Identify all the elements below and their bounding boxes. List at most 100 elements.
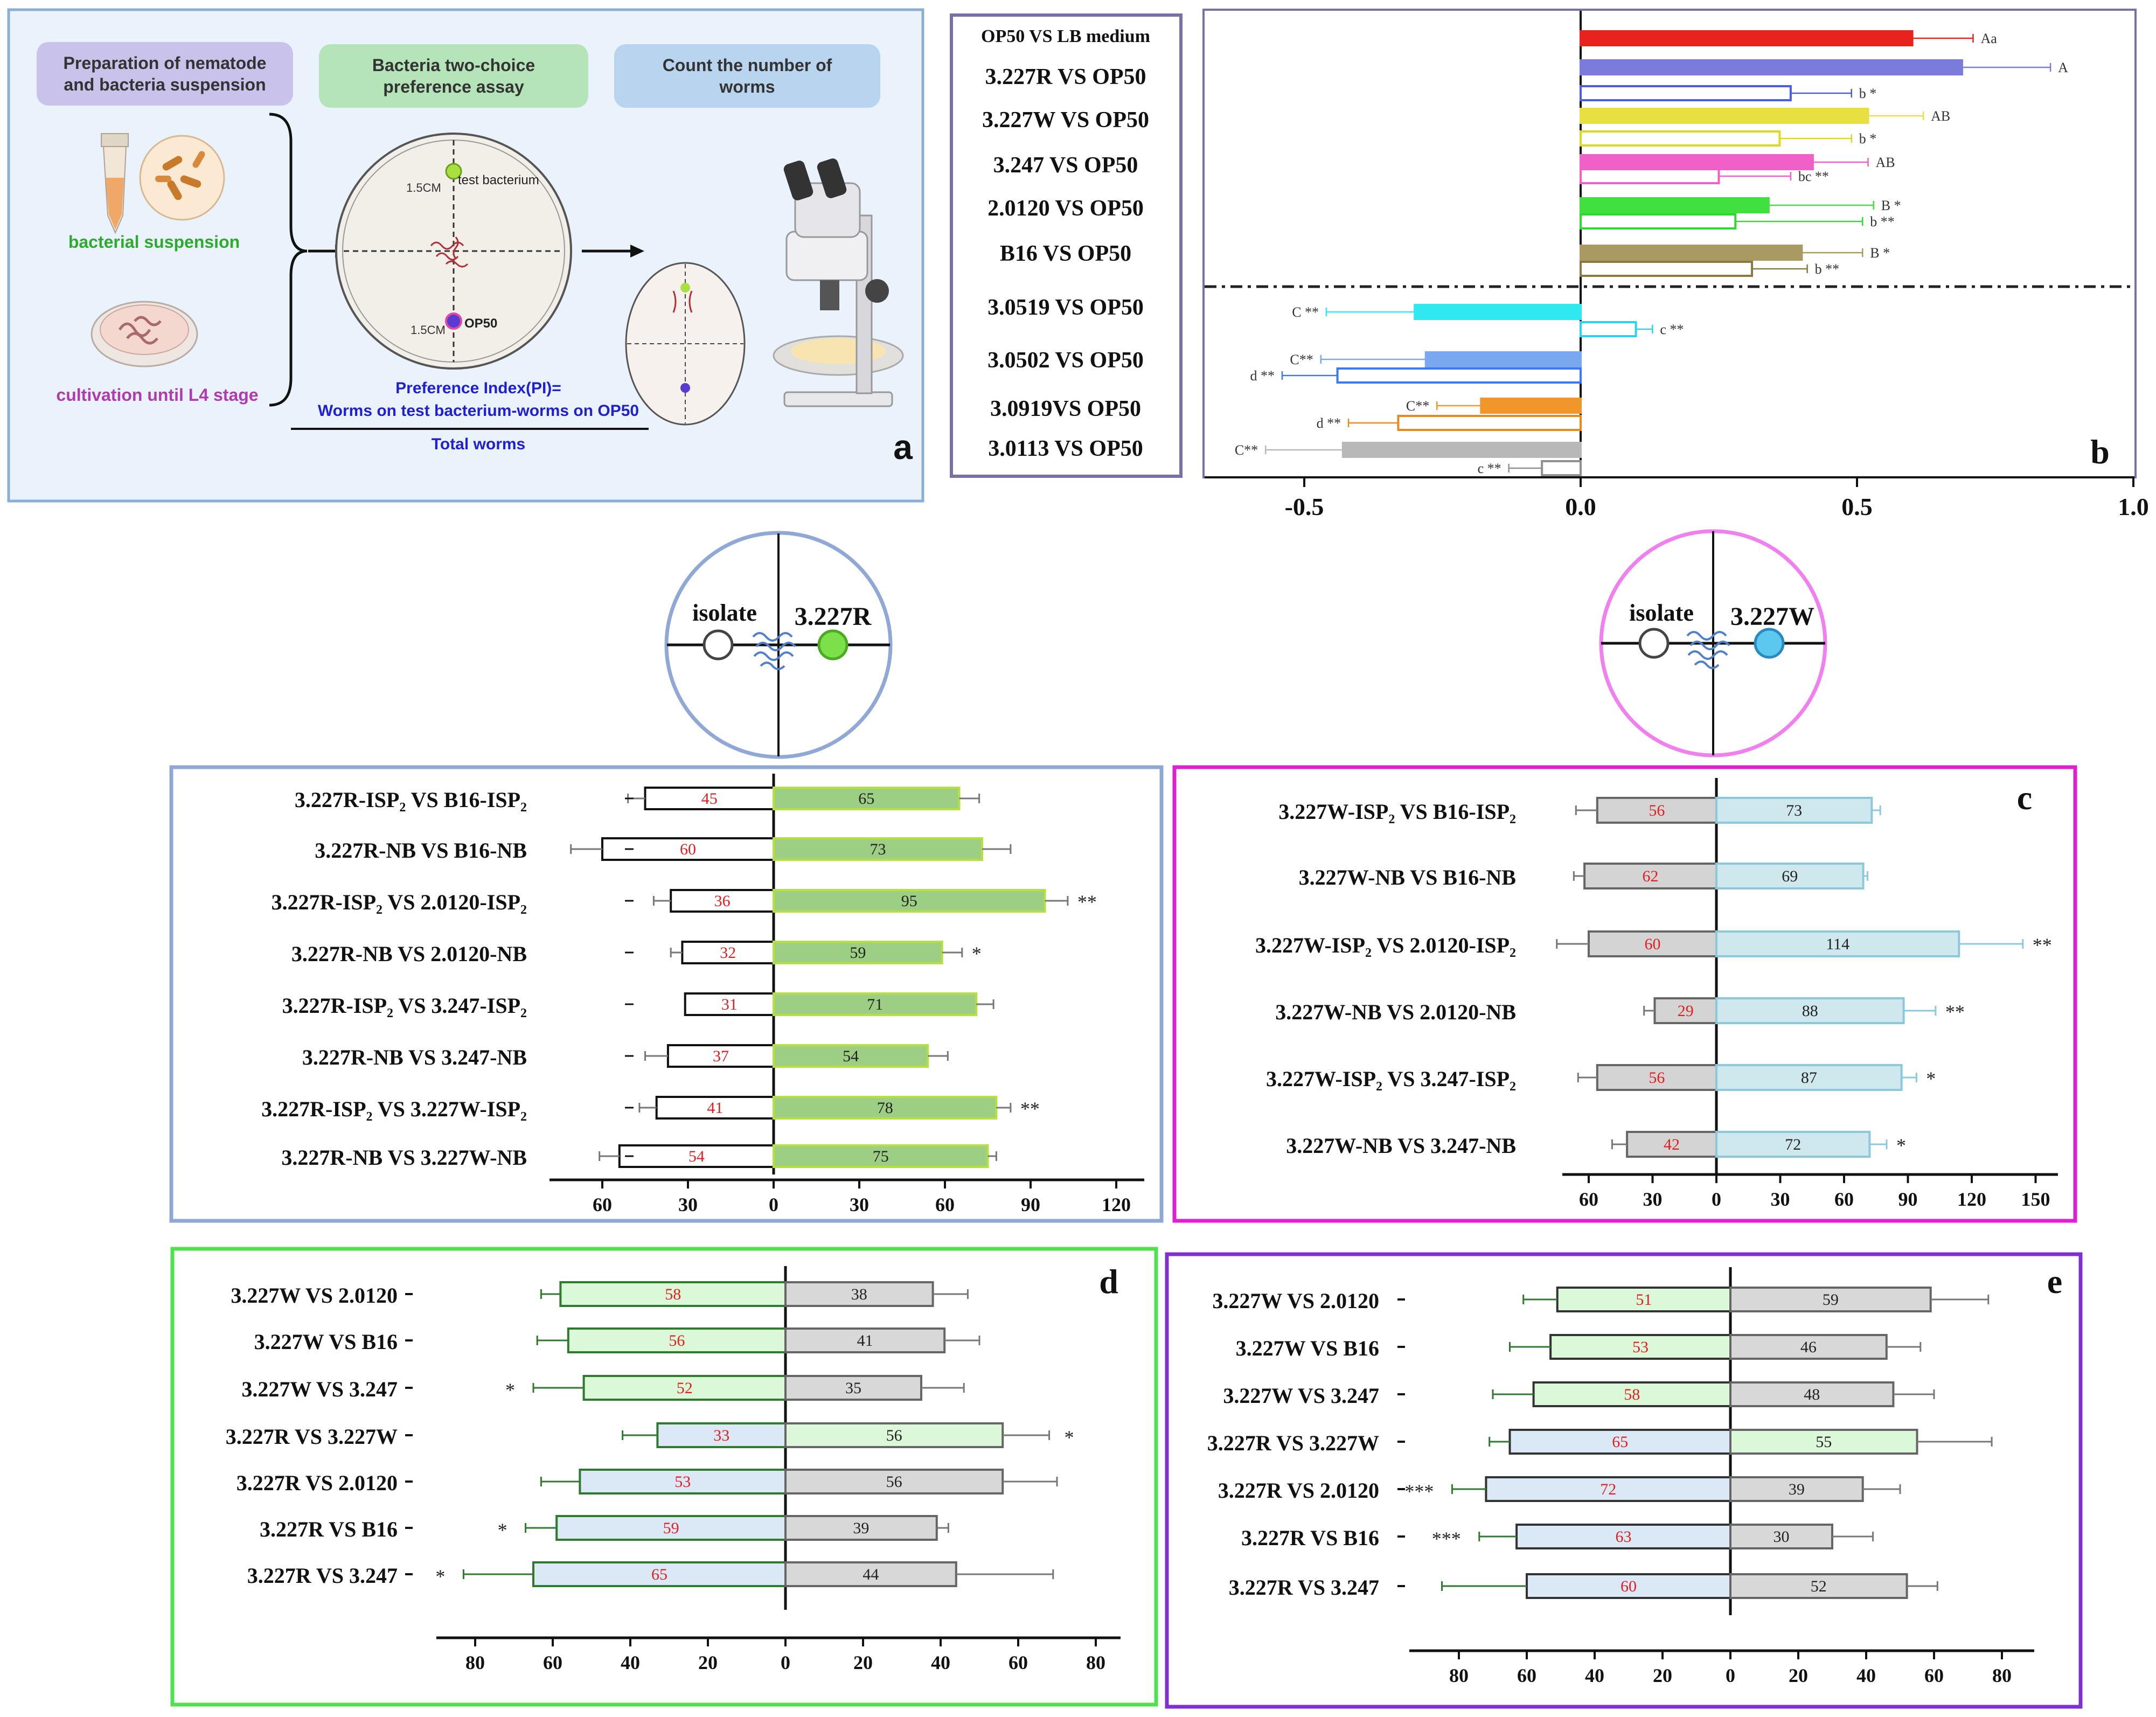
panel-e-right-bar [1729, 1287, 1932, 1312]
panel-c-left-x-tick-label: 0 [769, 1194, 778, 1215]
panel-b-category-label: 3.0919VS OP50 [990, 397, 1141, 421]
panel-e-right-value-label: 52 [1811, 1577, 1827, 1595]
panel-b-significance-label: B * [1881, 198, 1901, 213]
panel-b-category-label: OP50 VS LB medium [981, 26, 1150, 46]
cultivation-label: cultivation until L4 stage [56, 385, 258, 405]
panel-e-x-tick-label: 0 [1726, 1665, 1735, 1686]
panel-b-bar [1580, 321, 1637, 337]
panel-b-bar [1397, 415, 1582, 431]
step3-box [614, 44, 880, 108]
panel-c-left-category-label: 3.227R-ISP₂ VS 3.227W-ISP₂ [261, 1097, 527, 1121]
panel-d-right-value-label: 44 [863, 1566, 879, 1583]
panel-e-left-value-label: 58 [1624, 1386, 1640, 1403]
panel-d-left-value-label: 52 [677, 1379, 693, 1397]
panel-c-right-category-label: 3.227W-NB VS 2.0120-NB [1275, 1000, 1516, 1024]
panel-c-right-right-bar [1715, 797, 1873, 824]
panel-b-significance-label: b ** [1870, 214, 1895, 230]
panel-c-left-left-value-label: 41 [707, 1099, 723, 1117]
panel-e-chart: 3.227W VS 2.0120 51 59 3.227W VS B16 53 46 3.2… [1207, 1262, 2063, 1686]
panel-e-x-tick-label: 60 [1924, 1665, 1944, 1686]
panel-d-left-value-label: 58 [665, 1285, 681, 1303]
panel-c-right-letter: c [2017, 778, 2032, 817]
panel-c-right-category-label: 3.227W-ISP₂ VS 2.0120-ISP₂ [1255, 933, 1516, 957]
panel-b-x-tick-label: 0.5 [1841, 493, 1873, 520]
panel-c-left-right-bar [773, 1096, 998, 1120]
panel-c-right-x-tick-label: 60 [1834, 1188, 1854, 1210]
panel-d-right-value-label: 38 [851, 1285, 867, 1303]
panel-e-letter: e [2047, 1262, 2062, 1301]
right-strain-label: 3.227W [1730, 602, 1814, 631]
panel-b-label-frame [950, 13, 1183, 478]
panel-c-right-right-value-label: 114 [1826, 935, 1849, 953]
panel-d-left-significance-label: * [498, 1519, 507, 1541]
panel-d-left-value-label: 33 [713, 1427, 729, 1444]
panel-d-left-value-label: 59 [663, 1519, 679, 1537]
bacteria-zoom-icon [139, 135, 225, 221]
right-strain-dot [1754, 628, 1785, 659]
panel-b-significance-label: c ** [1660, 322, 1684, 337]
panel-c-right-right-value-label: 69 [1782, 867, 1798, 885]
small-plate-icon [625, 262, 746, 426]
panel-e-left-bar [1515, 1524, 1732, 1549]
step3-line2: worms [719, 77, 775, 96]
panel-d-x-tick-label: 20 [698, 1652, 718, 1673]
panel-e-category-label: 3.227W VS 3.247 [1223, 1384, 1379, 1408]
panel-e-right-value-label: 39 [1789, 1480, 1805, 1498]
panel-b-significance-label: C** [1290, 352, 1313, 367]
panel-d-right-significance-label: * [1065, 1427, 1074, 1448]
panel-b-bar [1580, 154, 1814, 170]
panel-d-x-tick-label: 20 [853, 1652, 873, 1673]
panel-b-letter: b [2090, 433, 2110, 471]
panel-c-left-right-value-label: 75 [873, 1148, 889, 1165]
arrow-to-count-head [630, 245, 644, 258]
panel-c-right-left-bar [1583, 863, 1718, 889]
panel-c-left-left-value-label: 36 [714, 892, 731, 910]
panel-b-significance-label: AB [1931, 108, 1950, 124]
panel-b-significance-label: b * [1859, 86, 1877, 101]
panel-d-category-label: 3.227R VS 2.0120 [237, 1471, 398, 1495]
panel-e-right-value-label: 48 [1804, 1386, 1820, 1403]
panel-c-left-x-tick-label: 30 [850, 1194, 869, 1215]
pi-formula-line3: Total worms [432, 435, 525, 453]
panel-c-right-significance-label: ** [2033, 934, 2052, 956]
panel-c-left-right-value-label: 65 [858, 790, 874, 808]
panel-c-left-category-label: 3.227R-NB VS B16-NB [315, 838, 527, 863]
panel-e-category-label: 3.227W VS 2.0120 [1212, 1289, 1379, 1313]
panel-d-category-label: 3.227R VS 3.227W [226, 1424, 398, 1449]
panel-b-significance-label: d ** [1317, 415, 1341, 431]
panel-d-left-bar [567, 1327, 787, 1353]
tube-icon [101, 133, 129, 234]
panel-c-left-x-tick-label: 60 [935, 1194, 955, 1215]
panel-b-significance-label: b * [1859, 131, 1877, 147]
pi-formula-line2: Worms on test bacterium-worms on OP50 [318, 402, 639, 420]
panel-c-left-diagram: isolate 3.227R [664, 531, 893, 759]
panel-e-right-value-label: 55 [1816, 1433, 1832, 1451]
panel-e-left-bar [1526, 1573, 1731, 1599]
panel-c-right-x-tick-label: 150 [2021, 1188, 2050, 1210]
panel-d-left-value-label: 56 [669, 1332, 685, 1350]
panel-c-left-left-value-label: 54 [688, 1148, 705, 1165]
panel-a: Preparation of nematode and bacteria sus… [7, 8, 924, 503]
panel-d-right-value-label: 39 [853, 1519, 869, 1537]
panel-c-right-diagram: isolate 3.227W [1599, 529, 1827, 757]
panel-b-x-tick-label: 0.0 [1565, 493, 1596, 520]
panel-c-right-x-tick-label: 60 [1579, 1188, 1598, 1210]
left-isolate-label: isolate [692, 600, 757, 626]
panel-c-right-right-bar [1715, 1064, 1903, 1091]
panel-e-x-tick-label: 20 [1789, 1665, 1808, 1686]
panel-b: OP50 VS LB medium 3.227R VS OP50 3.227W VS… [950, 9, 2149, 520]
panel-d-left-significance-label: * [435, 1566, 445, 1587]
pi-formula-line1: Preference Index(PI)= [395, 379, 561, 397]
panel-e-right-value-label: 46 [1800, 1338, 1817, 1356]
panel-b-category-label: B16 VS OP50 [1000, 241, 1131, 266]
microscope-icon [773, 158, 904, 407]
panel-e-x-tick-label: 80 [1992, 1665, 2012, 1686]
panel-e-right-value-label: 59 [1823, 1291, 1839, 1309]
panel-c-left-category-label: 3.227R-ISP₂ VS B16-ISP₂ [295, 788, 527, 812]
panel-c-left-category-label: 3.227R-NB VS 3.247-NB [302, 1045, 527, 1069]
panel-b-bar [1580, 213, 1737, 230]
panel-d-category-label: 3.227R VS B16 [260, 1517, 398, 1541]
panel-c-right-right-value-label: 72 [1785, 1136, 1801, 1153]
right-isolate-label: isolate [1629, 600, 1694, 626]
